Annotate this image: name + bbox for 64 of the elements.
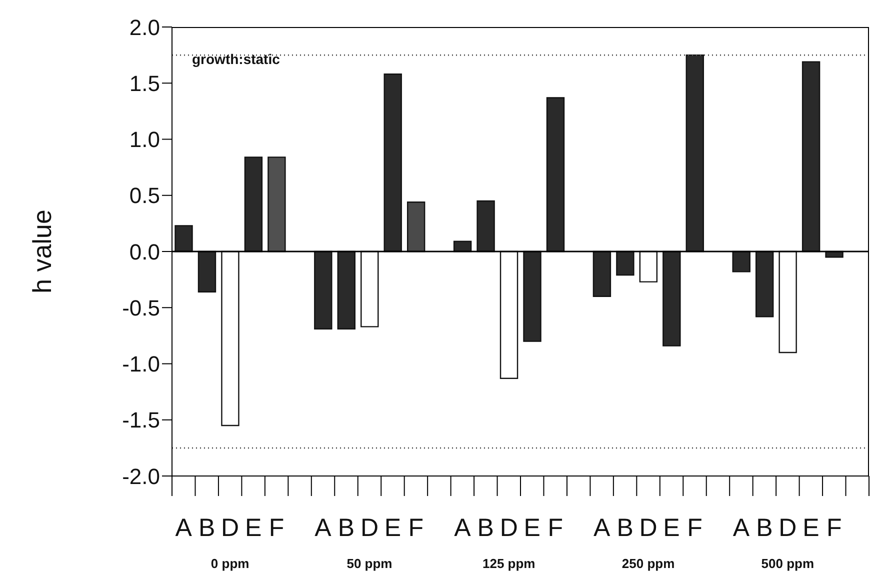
bar xyxy=(476,200,495,252)
bar xyxy=(686,54,704,252)
bar xyxy=(639,250,658,282)
bar xyxy=(198,250,216,293)
x-tick-label: B xyxy=(616,514,634,542)
x-tick-label: B xyxy=(338,514,355,542)
text: 250 ppm xyxy=(622,556,675,571)
x-tick-label: E xyxy=(663,514,680,542)
bar xyxy=(778,250,797,354)
bar xyxy=(523,250,542,342)
x-tick-label: E xyxy=(244,514,262,542)
bar xyxy=(592,250,612,297)
x-tick-label: F xyxy=(408,514,424,542)
y-tick-label: 0.5 xyxy=(129,183,160,208)
y-tick-label: -1.0 xyxy=(122,352,160,377)
y-axis-title: h value xyxy=(27,210,58,294)
x-tick-label: F xyxy=(687,514,702,542)
text: 50 ppm xyxy=(346,556,392,571)
x-tick-label: D xyxy=(500,514,518,542)
x-tick-label: D xyxy=(221,514,240,542)
bar xyxy=(802,61,820,252)
y-tick-label: 1.5 xyxy=(129,70,160,96)
x-tick-label: E xyxy=(384,514,402,542)
x-tick-label: B xyxy=(198,514,216,542)
bar xyxy=(384,74,402,252)
bar xyxy=(755,250,774,318)
x-tick-label: A xyxy=(314,514,332,542)
x-tick-label: E xyxy=(802,514,820,542)
x-tick-label: F xyxy=(268,514,284,542)
x-tick-label: B xyxy=(477,514,494,542)
y-tick-label: 2.0 xyxy=(129,14,160,40)
bar xyxy=(732,250,750,272)
x-tick-label: D xyxy=(778,514,797,542)
bar xyxy=(268,156,286,252)
bar xyxy=(360,250,379,328)
bar xyxy=(662,250,681,346)
x-tick-label: F xyxy=(548,514,563,542)
bar xyxy=(406,202,426,252)
x-tick-label: E xyxy=(524,514,540,542)
bar xyxy=(244,156,263,252)
y-tick-label: -2.0 xyxy=(122,464,160,489)
y-tick-label: -1.5 xyxy=(122,408,160,433)
bar xyxy=(546,97,565,252)
bar xyxy=(314,250,332,330)
x-tick-label: A xyxy=(175,514,192,542)
x-tick-label: F xyxy=(826,514,842,542)
x-tick-label: A xyxy=(732,514,750,542)
x-tick-label: D xyxy=(360,514,379,542)
y-tick-label: 0.0 xyxy=(129,239,160,264)
x-tick-label: B xyxy=(756,514,773,542)
text: 500 ppm xyxy=(761,556,814,571)
bar xyxy=(616,250,634,276)
bar xyxy=(221,250,240,426)
y-tick-label: 1.0 xyxy=(129,127,160,152)
bar xyxy=(337,250,356,330)
annotation: growth:static xyxy=(192,51,280,67)
bar xyxy=(500,250,518,379)
x-tick-label: A xyxy=(454,514,472,542)
bar xyxy=(174,225,193,252)
x-tick-label: D xyxy=(639,514,658,542)
x-tick-label: A xyxy=(593,514,610,542)
text: 125 ppm xyxy=(482,556,536,571)
y-tick-label: -0.5 xyxy=(122,295,160,320)
text: 0 ppm xyxy=(210,556,250,571)
